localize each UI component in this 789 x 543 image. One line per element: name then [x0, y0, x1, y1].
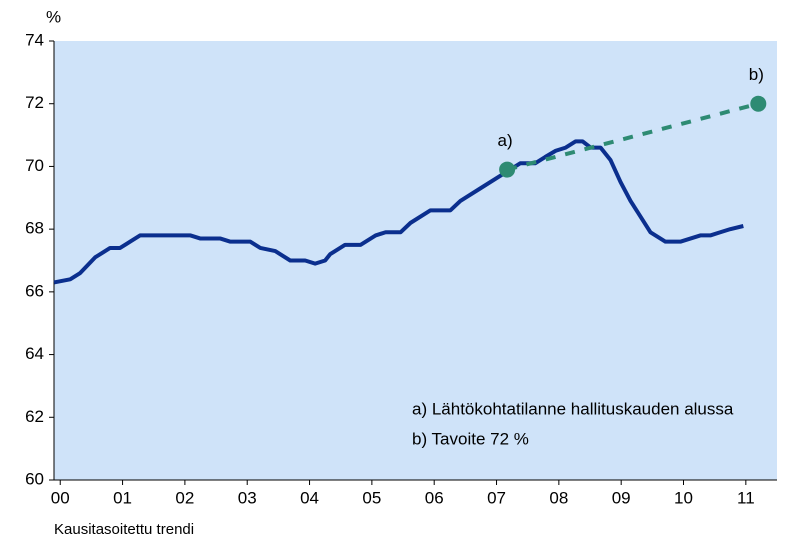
x-tick-label: 06	[425, 488, 444, 507]
x-tick-label: 07	[487, 488, 506, 507]
y-tick-label: 62	[25, 407, 44, 426]
y-tick-label: 64	[25, 344, 44, 363]
x-tick-label: 09	[612, 488, 631, 507]
x-tick-label: 04	[300, 488, 319, 507]
y-tick-label: 60	[25, 469, 44, 488]
y-tick-label: 70	[25, 156, 44, 175]
annotation: b) Tavoite 72 %	[412, 429, 529, 448]
x-tick-label: 10	[674, 488, 693, 507]
y-tick-label: 66	[25, 281, 44, 300]
x-tick-label: 03	[238, 488, 257, 507]
series-line	[506, 101, 759, 172]
annotation: a) Lähtökohtatilanne hallituskauden alus…	[412, 399, 734, 418]
x-tick-label: 00	[51, 488, 70, 507]
point-marker	[499, 161, 516, 178]
y-tick-label: 68	[25, 219, 44, 238]
point-label: b)	[749, 65, 764, 84]
y-tick-label: 74	[25, 30, 44, 49]
y-unit: %	[46, 7, 61, 26]
series-line	[53, 139, 744, 285]
x-tick-label: 08	[549, 488, 568, 507]
x-tick-label: 05	[362, 488, 381, 507]
x-tick-label: 11	[737, 488, 755, 507]
point-marker	[750, 95, 767, 112]
y-tick-label: 72	[25, 93, 44, 112]
x-tick-label: 01	[113, 488, 132, 507]
plot-area	[54, 41, 777, 480]
x-tick-label: 02	[175, 488, 194, 507]
point-label: a)	[498, 131, 513, 150]
x-note: Kausitasoitettu trendi	[54, 521, 194, 538]
